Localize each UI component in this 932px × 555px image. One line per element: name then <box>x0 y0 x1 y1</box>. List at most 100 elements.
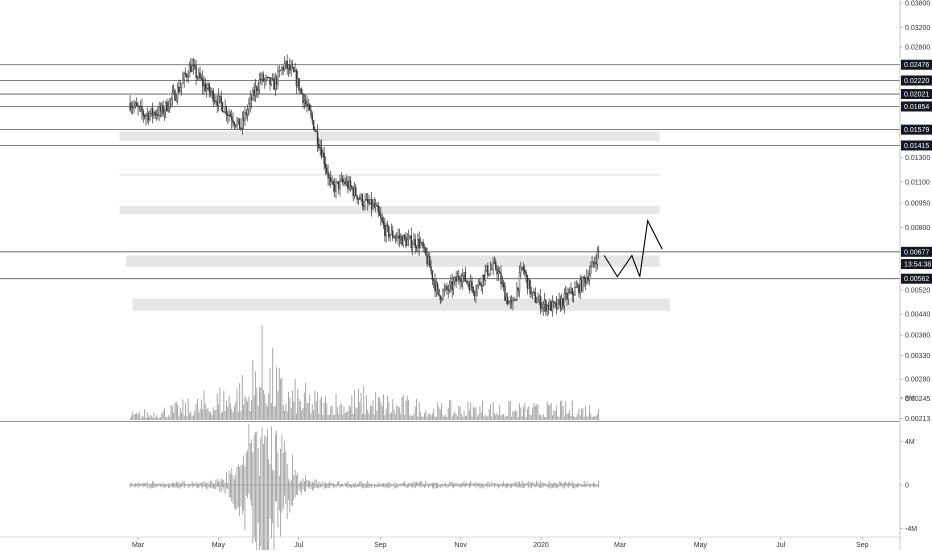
candle-body <box>212 90 214 102</box>
candle-body <box>293 67 295 72</box>
candle <box>504 281 506 301</box>
candle-body <box>514 299 517 301</box>
candle <box>464 266 467 282</box>
candle <box>450 275 452 293</box>
candle <box>241 111 243 135</box>
candle-body <box>596 251 599 265</box>
candle-body <box>462 275 464 282</box>
candle-body <box>256 86 258 92</box>
candle-body <box>271 78 274 80</box>
candle-body <box>382 221 385 226</box>
candle <box>242 110 245 130</box>
candle <box>182 71 184 84</box>
candle <box>161 102 163 118</box>
candle-body <box>364 199 366 207</box>
candle <box>180 83 183 96</box>
candle-body <box>381 217 383 222</box>
candle-body <box>147 113 150 120</box>
candle-body <box>231 116 233 121</box>
candle-body <box>157 114 159 116</box>
candle-body <box>143 115 146 118</box>
level-price-tag[interactable] <box>901 124 932 135</box>
price-axis[interactable]: 0.03800 0.03200 0.02800 0.01300 0.01100 0.009… <box>900 0 932 423</box>
candle <box>500 265 502 290</box>
candle <box>518 265 521 298</box>
candle-body <box>299 89 302 91</box>
candle-body <box>521 266 523 269</box>
candle <box>154 109 156 120</box>
candle <box>254 78 257 103</box>
candle-body <box>228 114 230 116</box>
candle <box>352 185 354 202</box>
candle-body <box>295 70 298 86</box>
candle-body <box>493 261 496 264</box>
candle <box>287 64 290 78</box>
candle-body <box>277 70 279 85</box>
candle-body <box>430 266 432 271</box>
candle <box>545 298 547 316</box>
candle <box>244 106 246 126</box>
candle-body <box>483 274 485 281</box>
candle <box>376 202 378 207</box>
candle <box>583 274 585 288</box>
level-price-tag[interactable] <box>901 273 932 284</box>
candle-body <box>363 205 365 207</box>
candle <box>184 67 187 78</box>
candle <box>431 270 434 286</box>
candle-body <box>265 77 267 80</box>
candle <box>564 285 567 301</box>
candle-body <box>320 147 323 158</box>
candle <box>275 75 278 91</box>
candle-body <box>337 181 340 190</box>
candle-body <box>464 272 467 282</box>
candle-body <box>174 90 176 101</box>
candle <box>410 227 412 253</box>
candle-body <box>495 261 497 269</box>
candle-body <box>410 235 412 249</box>
candle <box>217 88 220 112</box>
candle <box>176 82 179 105</box>
candle-body <box>155 114 158 116</box>
candle-body <box>595 262 597 265</box>
level-price-tag[interactable] <box>901 89 932 100</box>
candle <box>224 99 226 114</box>
horizontal-levels <box>0 64 900 280</box>
time-axis[interactable]: Mar May Jul Sep Nov 2020 Mar May Jul Sep <box>132 537 869 549</box>
candle-body <box>340 178 342 181</box>
candle-body <box>290 66 292 71</box>
candle-body <box>526 274 529 289</box>
level-price-tag[interactable] <box>901 75 932 86</box>
candle <box>468 280 471 294</box>
candle <box>327 164 329 186</box>
time-tick-label: Jul <box>776 542 785 549</box>
candle <box>442 288 444 301</box>
candle-body <box>487 265 489 276</box>
level-price-tag[interactable] <box>901 140 932 151</box>
candle-body <box>479 281 481 285</box>
level-price-tag[interactable] <box>901 59 932 70</box>
level-price-tag[interactable] <box>901 101 932 112</box>
candle <box>216 95 218 113</box>
candle <box>353 181 356 200</box>
candle <box>273 73 275 90</box>
candle <box>368 194 370 207</box>
candle <box>555 296 558 315</box>
candle <box>134 101 137 109</box>
candle <box>163 107 166 121</box>
candle-body <box>406 239 408 246</box>
candle-body <box>374 204 377 207</box>
candle-body <box>254 86 257 96</box>
candle-body <box>467 281 469 285</box>
candle-body <box>373 203 375 207</box>
projection-path <box>603 218 663 278</box>
level-price-tag[interactable] <box>901 246 932 257</box>
candle-body <box>319 147 321 149</box>
candle-body <box>590 266 592 274</box>
candle-body <box>198 72 200 78</box>
projection-line[interactable] <box>603 218 663 278</box>
candle <box>385 222 387 243</box>
candle <box>157 106 159 120</box>
